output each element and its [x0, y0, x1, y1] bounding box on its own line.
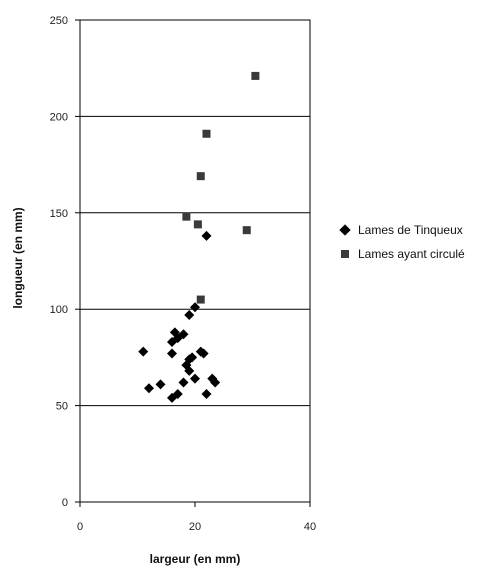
point-lames-de-tinqueux: [144, 383, 154, 394]
legend-label-tinqueux: Lames de Tinqueux: [358, 223, 463, 237]
square-marker-icon: [338, 247, 352, 261]
point-lames-de-tinqueux: [190, 373, 200, 384]
point-lames-de-tinqueux: [178, 377, 189, 388]
point-lames-ayant-circule: [242, 226, 251, 235]
point-lames-de-tinqueux: [190, 302, 200, 313]
y-tick-label: 100: [50, 304, 68, 316]
data-points: [138, 71, 260, 403]
diamond-marker-icon: [338, 223, 352, 237]
legend-item-tinqueux: Lames de Tinqueux: [338, 218, 465, 242]
point-lames-de-tinqueux: [155, 379, 166, 390]
tick-labels: 0 50 100 150 200 250 0 20 40: [50, 15, 316, 533]
point-lames-ayant-circule: [196, 172, 205, 181]
point-lames-de-tinqueux: [201, 389, 212, 400]
point-lames-de-tinqueux: [187, 352, 198, 363]
point-lames-de-tinqueux: [138, 346, 149, 357]
point-lames-ayant-circule: [251, 71, 260, 80]
point-lames-de-tinqueux: [184, 309, 195, 320]
point-lames-de-tinqueux: [198, 348, 209, 359]
point-lames-de-tinqueux: [167, 348, 177, 359]
point-lames-de-tinqueux: [184, 365, 195, 376]
legend-item-circule: Lames ayant circulé: [338, 242, 465, 266]
point-lames-de-tinqueux: [210, 377, 221, 388]
y-tick-label: 250: [50, 15, 68, 27]
point-lames-de-tinqueux: [201, 230, 212, 241]
plot-frame: [79, 19, 311, 503]
y-tick-label: 150: [50, 208, 68, 220]
point-lames-ayant-circule: [182, 212, 191, 221]
y-tick-label: 50: [56, 401, 68, 413]
legend-label-circule: Lames ayant circulé: [358, 247, 465, 261]
y-tick-label: 200: [50, 111, 68, 123]
x-axis-title: largeur (en mm): [150, 552, 241, 566]
y-tick-label: 0: [62, 497, 68, 509]
legend: Lames de Tinqueux Lames ayant circulé: [338, 218, 465, 266]
y-axis-title: longueur (en mm): [11, 207, 25, 308]
point-lames-de-tinqueux: [172, 389, 183, 400]
x-tick-label: 20: [189, 521, 201, 533]
point-lames-de-tinqueux: [178, 329, 189, 340]
point-lames-ayant-circule: [196, 295, 205, 304]
x-tick-label: 0: [77, 521, 83, 533]
point-lames-ayant-circule: [202, 129, 211, 138]
gridlines: [80, 19, 310, 407]
point-lames-ayant-circule: [193, 220, 202, 229]
x-tick-label: 40: [304, 521, 316, 533]
